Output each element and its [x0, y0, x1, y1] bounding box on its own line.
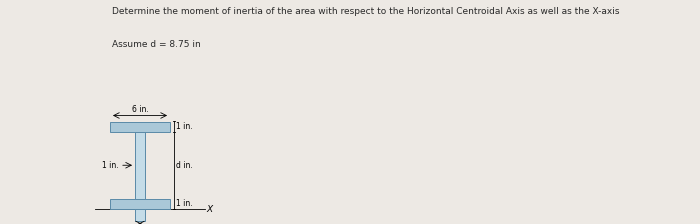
Bar	[135, 209, 145, 221]
Text: d in.: d in.	[176, 161, 192, 170]
Text: Determine the moment of inertia of the area with respect to the Horizontal Centr: Determine the moment of inertia of the a…	[112, 7, 620, 16]
Text: X: X	[206, 205, 212, 213]
Bar	[110, 199, 170, 209]
Bar	[110, 121, 170, 131]
Text: 1 in.: 1 in.	[102, 161, 119, 170]
Text: 1 in.: 1 in.	[176, 122, 192, 131]
Bar	[135, 131, 145, 199]
Text: Assume d = 8.75 in: Assume d = 8.75 in	[112, 40, 201, 49]
Text: 6 in.: 6 in.	[132, 105, 148, 114]
Text: 1 in.: 1 in.	[176, 200, 192, 209]
